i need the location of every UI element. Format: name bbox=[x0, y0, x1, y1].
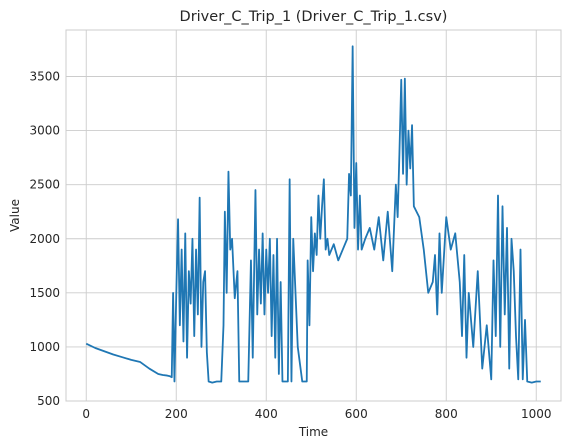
series-line bbox=[85, 45, 541, 384]
y-axis-label: Value bbox=[8, 199, 22, 232]
y-tick-label: 500 bbox=[37, 394, 60, 408]
x-tick-label: 200 bbox=[165, 407, 188, 421]
y-tick-label: 1000 bbox=[29, 340, 60, 354]
x-tick-labels: 0 200 400 600 800 1000 bbox=[82, 407, 551, 421]
grid-lines bbox=[66, 30, 561, 402]
x-axis-label: Time bbox=[298, 425, 328, 439]
y-tick-label: 3000 bbox=[29, 124, 60, 138]
y-tick-label: 2000 bbox=[29, 232, 60, 246]
y-tick-labels: 500 1000 1500 2000 2500 3000 3500 bbox=[29, 70, 60, 408]
x-tick-label: 600 bbox=[345, 407, 368, 421]
axes-frame bbox=[65, 29, 562, 402]
chart-title: Driver_C_Trip_1 (Driver_C_Trip_1.csv) bbox=[180, 9, 448, 25]
plot-frame bbox=[65, 29, 562, 402]
y-tick-label: 1500 bbox=[29, 286, 60, 300]
x-tick-label: 0 bbox=[82, 407, 90, 421]
y-tick-label: 2500 bbox=[29, 178, 60, 192]
series-layer bbox=[85, 45, 541, 384]
x-tick-label: 800 bbox=[435, 407, 458, 421]
x-tick-label: 1000 bbox=[521, 407, 552, 421]
plot-area bbox=[66, 30, 561, 401]
y-tick-label: 3500 bbox=[29, 70, 60, 84]
x-tick-label: 400 bbox=[255, 407, 278, 421]
